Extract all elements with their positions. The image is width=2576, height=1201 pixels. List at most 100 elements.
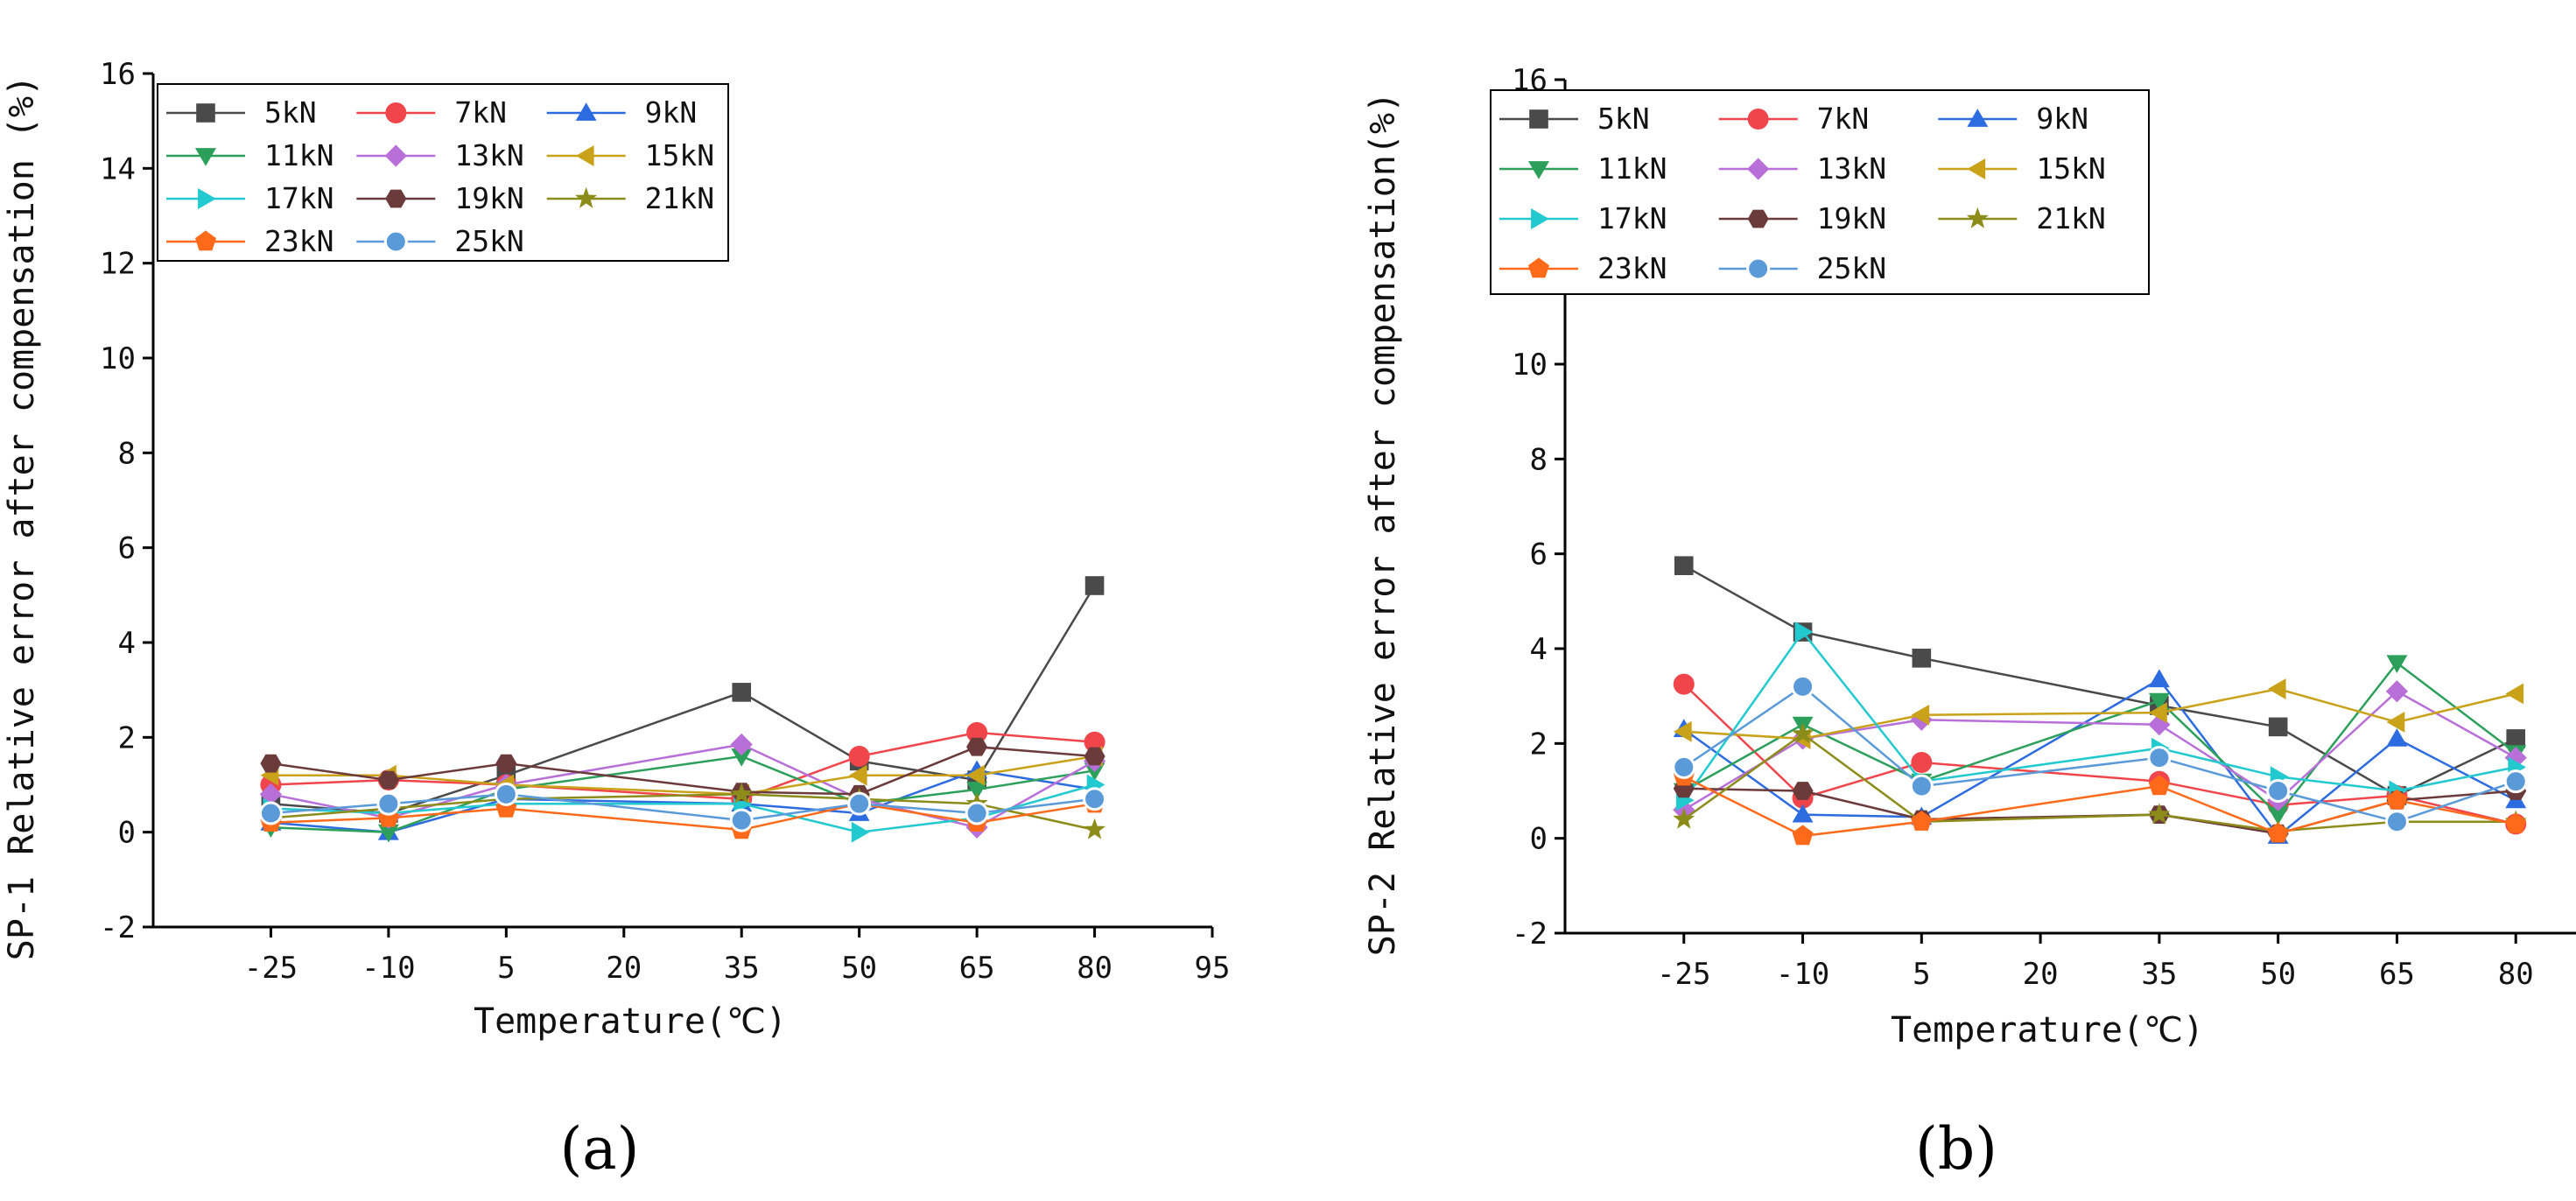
data-point [2148, 713, 2171, 736]
legend-swatch-marker [384, 144, 407, 167]
data-point [2148, 669, 2170, 688]
legend: 5kN 7kN 9kN 11kN 13kN 15kN 17kN 19kN 21kN 23kN 25k… [1490, 89, 2150, 295]
legend-entry: 15kN [1938, 151, 2106, 186]
data-point [965, 801, 989, 825]
legend-swatch-marker [575, 102, 597, 121]
data-point [2267, 806, 2289, 825]
data-point [1794, 622, 1814, 643]
legend-label: 13kN [454, 138, 523, 172]
data-point [2503, 769, 2528, 794]
legend-label: 15kN [645, 138, 714, 172]
data-point [966, 764, 985, 786]
legend-swatch-marker [198, 188, 216, 209]
legend-swatch-marker [385, 189, 407, 208]
data-point [258, 801, 283, 825]
y-tick-label: 10 [100, 341, 136, 376]
data-point [1792, 804, 1814, 823]
legend-label: 17kN [264, 181, 333, 215]
x-axis-title: Temperature(℃) [474, 1001, 787, 1042]
legend-swatch-marker [1746, 256, 1771, 281]
legend-swatch-marker [196, 103, 215, 123]
x-tick-label: 65 [959, 951, 995, 986]
panel-b: -20246810121416-25-105203550658095Temper… [1363, 63, 2576, 1050]
data-point [1672, 755, 1696, 779]
y-tick-label: 16 [100, 57, 136, 92]
legend: 5kN 7kN 9kN 11kN 13kN 15kN 17kN 19kN 21kN 23kN 25k… [157, 83, 729, 262]
x-tick-label: -10 [1776, 957, 1829, 992]
y-tick-label: 12 [100, 247, 136, 282]
data-point [847, 791, 872, 816]
x-tick-label: 80 [1077, 951, 1113, 986]
y-tick-label: 4 [118, 626, 136, 661]
data-point [2385, 680, 2408, 703]
legend-swatch-marker [195, 230, 216, 251]
legend-entry: 15kN [546, 138, 714, 172]
data-point [1911, 811, 1933, 831]
legend-entry: 21kN [546, 181, 714, 215]
legend-swatch-marker [1967, 158, 1986, 179]
x-tick-label: 5 [497, 951, 515, 986]
data-point [730, 733, 753, 756]
legend-label: 11kN [264, 138, 333, 172]
series-25kN [1672, 674, 2528, 834]
data-point [2266, 779, 2291, 803]
y-tick-label: 0 [118, 816, 136, 851]
legend-swatch-marker [1531, 208, 1549, 229]
legend-label: 9kN [2036, 102, 2088, 136]
data-point [2148, 775, 2170, 796]
x-tick-label: -25 [244, 951, 298, 986]
legend-swatch-marker [575, 145, 594, 166]
data-point [729, 808, 754, 832]
legend-entry: 5kN [1499, 102, 1650, 136]
legend-label: 9kN [645, 95, 698, 130]
legend-label: 5kN [264, 95, 317, 130]
data-point [1673, 673, 1695, 695]
y-tick-label: 8 [118, 436, 136, 471]
legend-label: 19kN [1817, 201, 1886, 235]
y-tick-label: 10 [1512, 348, 1548, 383]
y-tick-label: 2 [118, 720, 136, 755]
data-point [1673, 807, 1695, 829]
data-point [1084, 747, 1106, 766]
panel-label-a: (a) [560, 1115, 640, 1183]
data-point [1912, 649, 1932, 668]
data-point [1792, 825, 1814, 846]
data-point [1674, 556, 1694, 576]
legend-label: 17kN [1597, 201, 1667, 235]
legend-swatch-marker [195, 148, 216, 166]
x-tick-label: -10 [361, 951, 415, 986]
data-point [1674, 720, 1692, 742]
data-point [495, 754, 517, 773]
x-tick-label: 80 [2498, 957, 2534, 992]
y-tick-label: 6 [118, 531, 136, 566]
legend-swatch-marker [1747, 158, 1770, 180]
x-tick-label: 65 [2379, 957, 2415, 992]
y-tick-label: 8 [1530, 442, 1548, 477]
legend-entry: 19kN [1718, 201, 1886, 235]
legend-entry: 23kN [1499, 251, 1667, 285]
x-axis-title: Temperature(℃) [1891, 1010, 2204, 1050]
data-point [848, 746, 870, 767]
data-point [260, 754, 282, 773]
legend-label: 25kN [1817, 251, 1886, 285]
data-point [2505, 683, 2524, 705]
legend-entry: 13kN [1718, 151, 1886, 186]
legend-entry: 25kN [1718, 251, 1886, 285]
legend-label: 11kN [1597, 151, 1667, 186]
data-point [730, 783, 753, 804]
legend-entry: 17kN [1499, 201, 1667, 235]
legend-entry: 5kN [166, 95, 317, 130]
data-point [259, 783, 282, 805]
data-point [2506, 729, 2526, 748]
legend-swatch-marker [1747, 209, 1769, 228]
data-point [851, 821, 870, 843]
data-point [2148, 692, 2170, 712]
legend-swatch-marker [575, 186, 598, 208]
data-point [2267, 822, 2289, 843]
x-tick-label: 50 [2260, 957, 2296, 992]
legend-box [157, 83, 729, 262]
legend-label: 7kN [454, 95, 507, 130]
x-tick-label: 35 [2141, 957, 2177, 992]
legend-swatch-marker [1528, 161, 1549, 179]
